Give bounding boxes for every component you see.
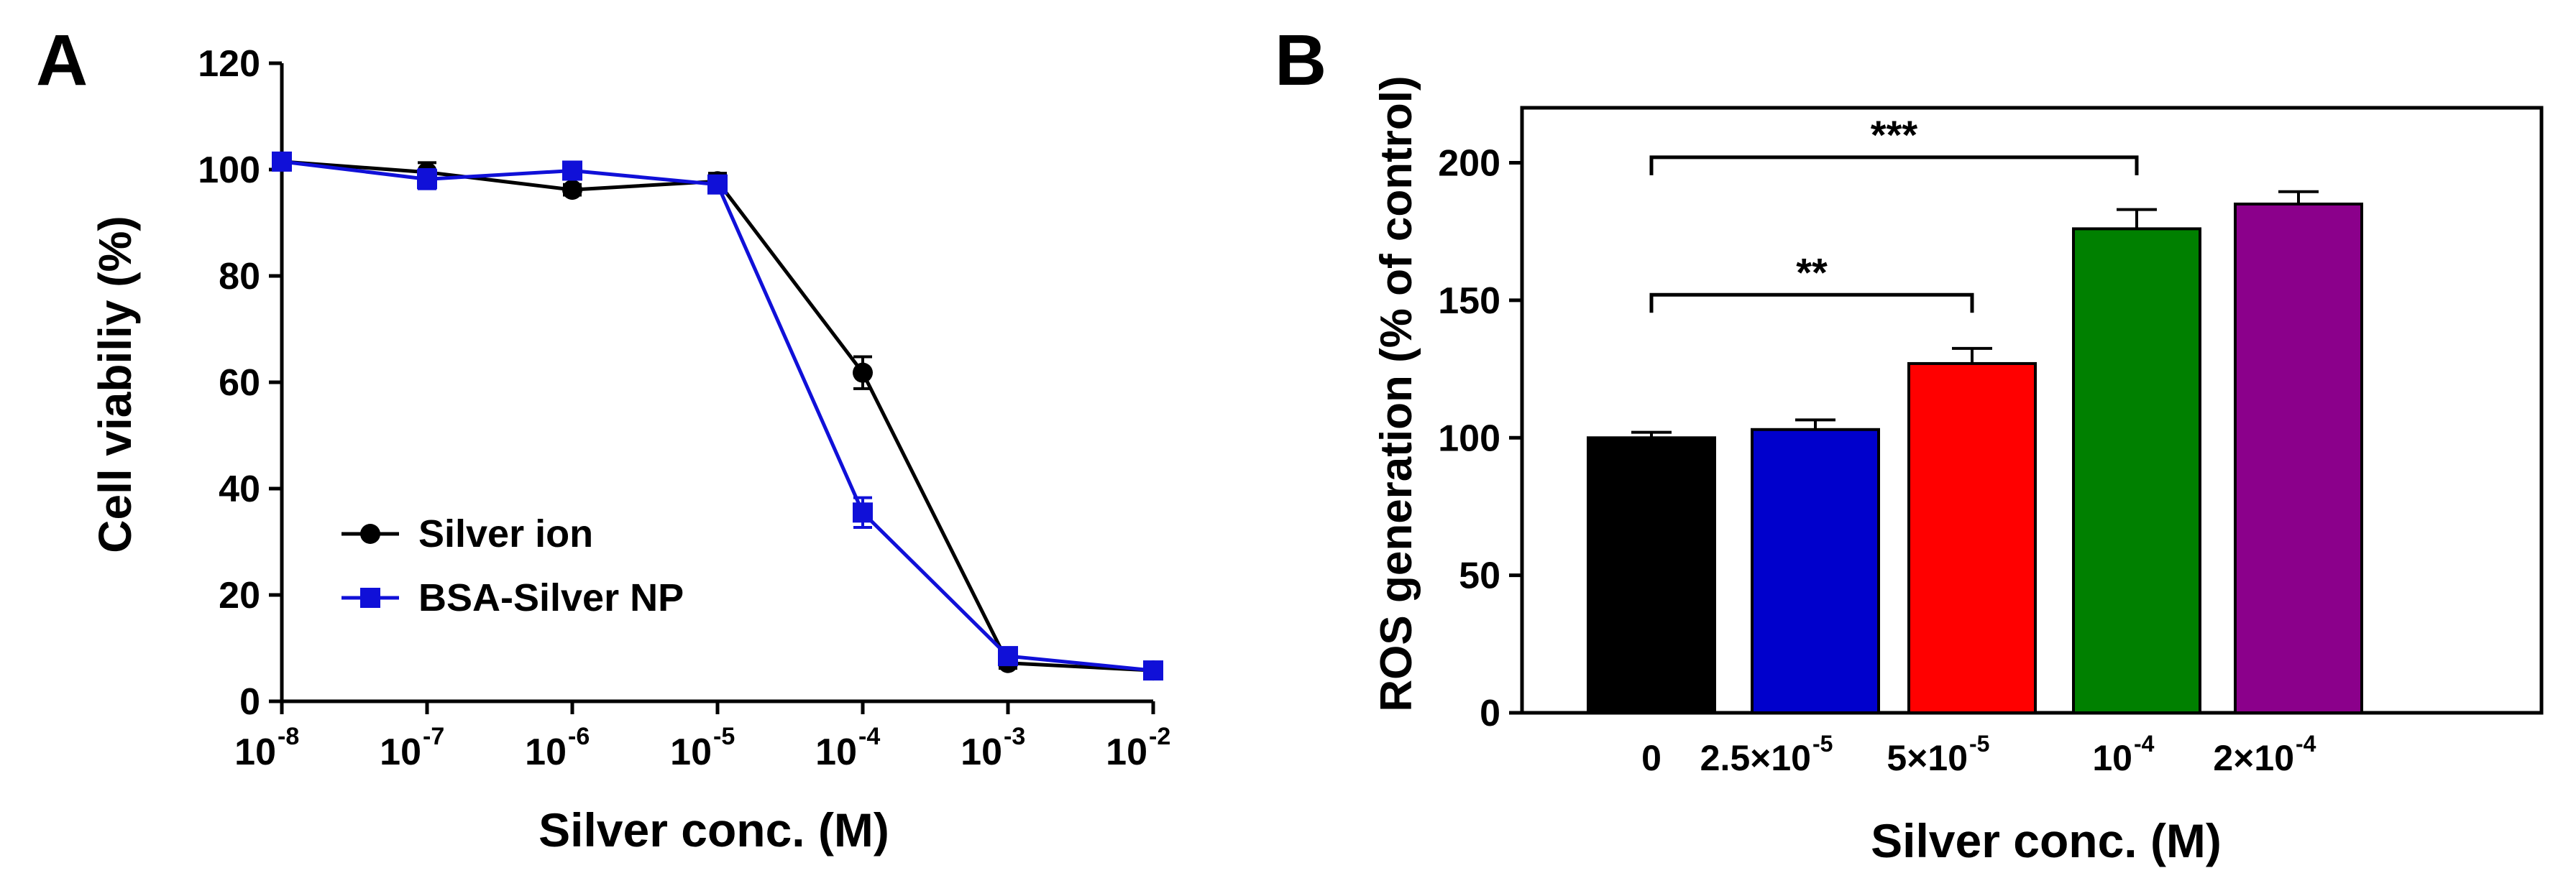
y-tick-label: 80	[219, 256, 260, 297]
data-point	[562, 160, 582, 181]
x-tick-base: 2×10	[2213, 738, 2294, 778]
x-tick-label: 2.5×10 -5	[1700, 731, 1833, 778]
data-point	[1143, 660, 1163, 681]
panel-a-y-axis-label: Cell viabiliy (%)	[89, 216, 141, 553]
data-point	[853, 502, 873, 523]
bar	[1587, 436, 1716, 714]
y-tick-label: 50	[1459, 555, 1500, 597]
bar	[1907, 361, 2037, 714]
bracket-line	[1649, 292, 1974, 313]
x-tick-base: 10	[2092, 738, 2132, 778]
series-line	[281, 160, 1154, 673]
x-tick-exponent: -4	[2296, 731, 2316, 757]
x-tick-label: 10 -5	[670, 723, 735, 773]
y-tick-label: 0	[239, 681, 260, 723]
panel-a-legend: Silver ion BSA-Silver NP	[342, 512, 684, 619]
legend-label: Silver ion	[418, 512, 593, 555]
x-tick-label: 0	[1641, 738, 1661, 778]
x-tick-exponent: -3	[1004, 723, 1025, 750]
y-tick-label: 100	[198, 149, 260, 191]
significance-bracket: ***	[1649, 112, 2139, 175]
y-tick-label: 0	[1480, 693, 1500, 734]
data-point	[707, 174, 728, 195]
panel-a-y-ticks: 0 20 40 60 80 100 120	[198, 43, 282, 723]
series-line	[281, 160, 1154, 673]
x-tick-base: 10	[380, 731, 421, 773]
x-tick-base: 2.5×10	[1700, 738, 1811, 778]
x-tick-label: 5×10 -5	[1887, 731, 1989, 778]
y-tick-label: 20	[219, 575, 260, 617]
legend-item: BSA-Silver NP	[342, 576, 684, 619]
significance-stars: **	[1796, 249, 1828, 295]
x-tick-exponent: -8	[278, 723, 299, 750]
panel-a-series	[272, 151, 1163, 681]
bar	[2234, 202, 2363, 715]
x-tick-exponent: -7	[423, 723, 444, 750]
x-tick-label: 10 -6	[525, 723, 590, 773]
x-tick-label: 10 -2	[1106, 723, 1170, 773]
x-tick-base: 10	[961, 731, 1002, 773]
x-tick-base: 10	[670, 731, 712, 773]
legend-item: Silver ion	[342, 512, 593, 555]
series-0	[272, 151, 1163, 681]
significance-bracket: **	[1649, 249, 1974, 313]
data-point	[562, 180, 582, 200]
bracket-line	[1649, 155, 2139, 175]
panel-b-y-ticks: 0 50 100 150 200	[1438, 143, 1522, 734]
y-tick-label: 40	[219, 468, 260, 510]
x-tick-base: 10	[815, 731, 857, 773]
x-tick-exponent: -5	[713, 723, 735, 750]
legend-label: BSA-Silver NP	[418, 576, 684, 619]
significance-stars: ***	[1871, 112, 1918, 157]
panel-a-x-ticks: 10 -8 10 -7 10 -6 10 -5 10 -4 10 -3 10 -2	[234, 701, 1170, 773]
data-point	[998, 646, 1018, 667]
data-point	[853, 362, 873, 383]
x-tick-label: 10 -8	[234, 723, 299, 773]
legend-marker	[360, 524, 380, 544]
bar	[1751, 428, 1880, 714]
panel-b-label: B	[1275, 20, 1326, 101]
data-point	[417, 169, 437, 190]
y-tick-label: 120	[198, 43, 260, 85]
x-tick-label: 10 -3	[961, 723, 1025, 773]
x-tick-base: 0	[1641, 738, 1661, 778]
panel-a-axes	[280, 63, 1153, 703]
x-tick-exponent: -4	[2134, 731, 2155, 757]
x-tick-exponent: -5	[1969, 731, 1989, 757]
data-point	[272, 151, 292, 172]
y-tick-label: 100	[1438, 417, 1500, 459]
x-tick-base: 10	[525, 731, 567, 773]
x-tick-base: 5×10	[1887, 738, 1968, 778]
x-tick-label: 10 -4	[815, 723, 880, 773]
panel-b-bars	[1587, 190, 2363, 715]
x-tick-exponent: -6	[568, 723, 590, 750]
x-tick-label: 10 -4	[2092, 731, 2154, 778]
y-tick-label: 200	[1438, 143, 1500, 185]
panel-a-label: A	[36, 20, 88, 101]
panel-a-x-axis-label: Silver conc. (M)	[538, 803, 889, 857]
x-tick-label: 2×10 -4	[2213, 731, 2316, 778]
y-tick-label: 150	[1438, 280, 1500, 322]
panel-b-significance: *****	[1649, 112, 2139, 313]
y-tick-label: 60	[219, 362, 260, 404]
panel-b-y-axis-label: ROS generation (% of control)	[1372, 75, 1421, 711]
bar	[2072, 227, 2201, 714]
x-tick-exponent: -5	[1812, 731, 1833, 757]
x-tick-exponent: -2	[1149, 723, 1170, 750]
x-tick-base: 10	[234, 731, 276, 773]
panel-b-x-axis-label: Silver conc. (M)	[1871, 814, 2222, 867]
series-1	[272, 151, 1163, 681]
x-tick-exponent: -4	[858, 723, 880, 750]
legend-marker	[360, 588, 380, 608]
x-tick-base: 10	[1106, 731, 1147, 773]
panel-b-x-ticks: 0 2.5×10 -5 5×10 -5 10 -4 2×10 -4	[1641, 731, 2316, 778]
x-tick-label: 10 -7	[380, 723, 444, 773]
